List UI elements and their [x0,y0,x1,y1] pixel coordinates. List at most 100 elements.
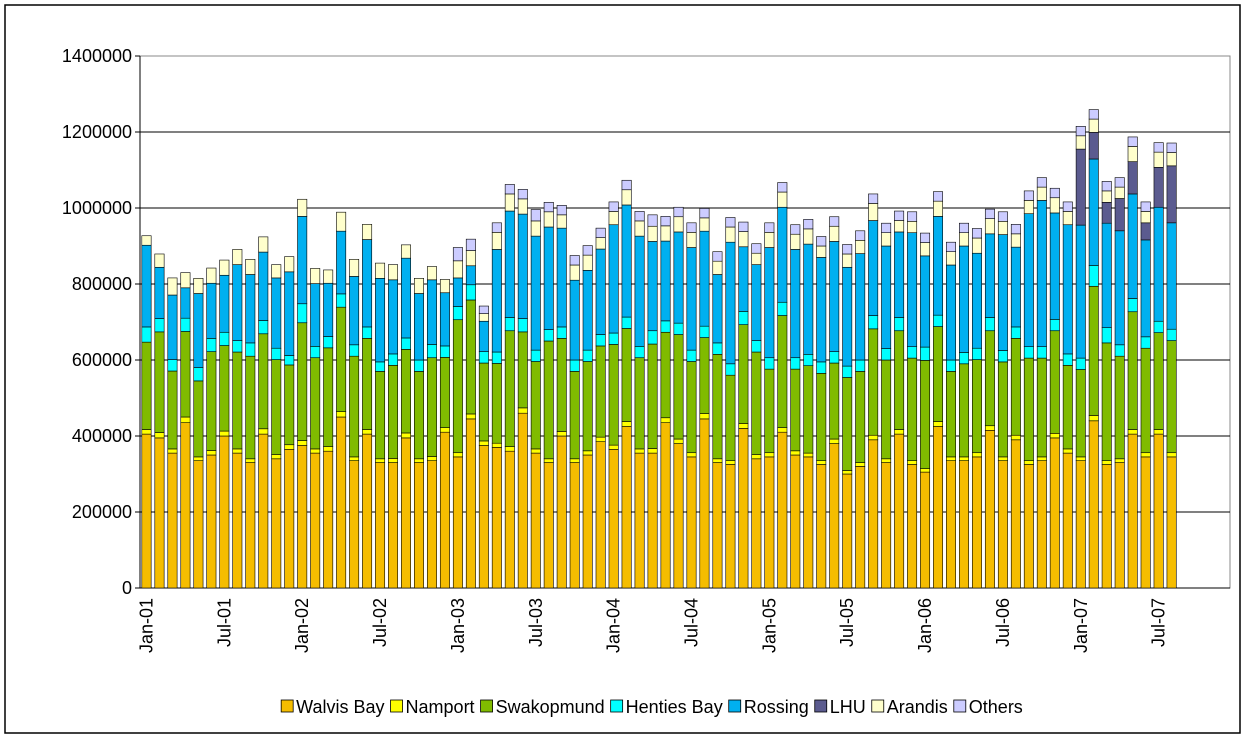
bar-segment [673,334,684,440]
bar-segment [180,422,191,589]
bar-segment [971,347,982,360]
bar-segment [699,418,710,589]
bar-segment [959,222,969,233]
bar-segment [206,338,217,352]
bar-segment [764,357,775,370]
bar-segment [491,363,502,444]
bar-segment [738,423,749,429]
bar-segment [946,371,956,458]
bar-segment [1049,212,1060,320]
bar-segment [452,319,463,454]
bar-segment [803,219,814,230]
bar-segment [1114,177,1125,188]
bar-segment [336,416,347,589]
bar-segment [388,279,399,355]
bar-segment [907,211,918,222]
bar-segment [530,452,541,589]
bar-segment [206,282,217,339]
bar-segment [1075,369,1086,458]
bar-segment [621,204,632,318]
bar-segment [971,456,982,589]
bar-segment [997,361,1008,458]
bar-segment [725,226,736,243]
bar-segment [803,243,814,355]
bar-segment [1153,142,1164,153]
bar-segment [751,454,762,460]
bar-segment [543,202,554,213]
bar-segment [414,458,424,463]
bar-segment [543,340,554,460]
bar-segment [336,306,347,412]
bar-segment [154,318,165,333]
bar-segment [920,468,931,473]
bar-segment [803,452,814,458]
bar-segment [881,462,892,589]
bar-segment [530,448,541,454]
bar-segment [478,305,489,314]
bar-segment [959,460,969,589]
bar-segment [816,372,827,461]
bar-segment [842,473,853,589]
bar-segment [297,440,308,446]
bar-segment [1166,222,1177,330]
bar-segment [842,244,853,255]
bar-segment [375,361,386,372]
bar-segment [595,441,606,589]
bar-segment [141,429,152,435]
bar-segment [634,235,645,347]
bar-segment [1088,415,1099,422]
bar-segment [725,374,736,462]
bar-segment [959,352,969,365]
bar-segment [933,216,944,316]
bar-segment [1153,433,1164,589]
bar-segment [1153,206,1164,322]
bar-segment [595,237,606,250]
bar-segment [816,236,827,247]
bar-segment [167,448,178,454]
bar-segment [271,264,282,279]
bar-segment [167,359,178,372]
bar-segment [608,444,619,450]
x-tick-label: Jan-02 [292,598,312,653]
bar-segment [375,462,386,589]
bar-segment [1153,320,1164,333]
bar-segment [881,245,892,349]
bar-segment [504,330,515,447]
bar-segment [894,433,905,589]
bar-segment [1140,452,1151,458]
bar-segment [556,227,567,328]
bar-segment [232,448,243,454]
bar-segment [660,216,671,227]
bar-segment [959,363,969,458]
bar-segment [556,435,567,589]
bar-segment [452,277,463,307]
bar-segment [245,342,256,357]
bar-segment [907,232,918,347]
bar-segment [673,216,684,233]
bar-segment [1140,336,1151,349]
bar-segment [997,234,1008,351]
bar-segment [751,243,762,254]
bar-segment [868,328,879,436]
bar-segment [569,255,580,266]
bar-segment [271,454,282,460]
bar-segment [712,462,723,589]
bar-segment [984,233,995,318]
bar-segment [647,225,658,242]
bar-segment [426,357,437,457]
bar-segment [907,221,918,234]
bar-segment [907,346,918,359]
bar-segment [621,189,632,206]
bar-segment [193,380,204,458]
bar-segment [569,462,580,589]
bar-segment [1010,326,1021,339]
bar-segment [504,446,515,452]
bar-segment [751,351,762,455]
legend-label: Rossing [744,697,809,717]
bar-segment [946,456,956,461]
bar-segment [375,371,386,460]
bar-segment [193,456,204,461]
bar-segment [751,252,762,265]
bar-segment [530,220,541,237]
bar-segment [725,464,736,589]
